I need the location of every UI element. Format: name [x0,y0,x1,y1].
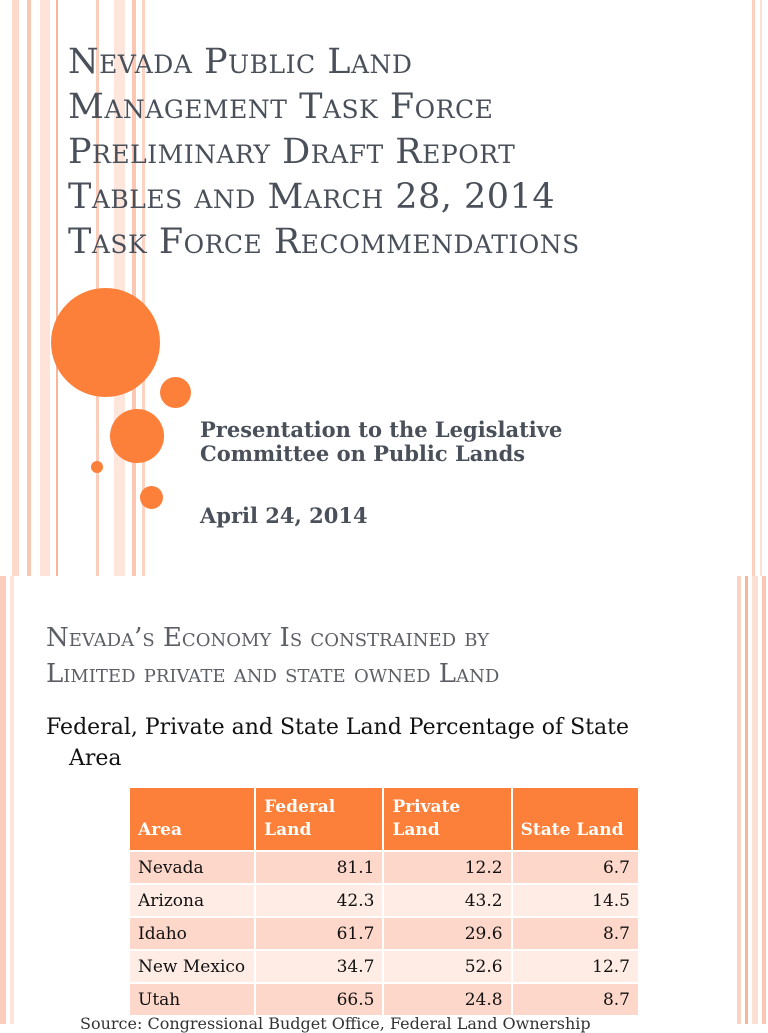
title-line: Nevada Public Land [68,42,413,82]
table-row: Arizona 42.3 43.2 14.5 [127,883,641,918]
title-line: Tables and March 28, 2014 [68,177,556,217]
cell-area: New Mexico [127,949,257,984]
cell-private: 52.6 [382,949,513,984]
slide-1: Nevada Public Land Management Task Force… [12,0,762,576]
cell-state: 14.5 [510,883,641,918]
decorative-circle-large [51,288,160,397]
decorative-stripe [132,0,136,576]
decorative-stripe [12,0,19,576]
decorative-stripe [760,0,762,576]
cell-private: 24.8 [382,982,513,1017]
decorative-stripe [752,0,755,576]
cell-state: 8.7 [510,916,641,951]
decorative-stripe [762,576,766,1024]
cell-federal: 61.7 [254,916,385,951]
decorative-stripe [10,576,14,1024]
decorative-stripe [752,576,758,1024]
land-percentage-table: Area Federal Land Private Land State Lan… [127,786,641,1017]
title-line: Preliminary Draft Report [68,132,516,172]
decorative-circle-small [91,461,103,473]
slide-1-subtitle: Presentation to the Legislative Committe… [200,418,562,466]
table-row: Nevada 81.1 12.2 6.7 [127,850,641,885]
cell-state: 6.7 [510,850,641,885]
slide-1-title: Nevada Public Land Management Task Force… [68,40,748,265]
cell-area: Nevada [127,850,257,885]
title-line: Nevada’s Economy Is constrained by [46,623,490,653]
decorative-circle [140,486,163,509]
column-header-private: Private Land [382,786,513,852]
table-row: Utah 66.5 24.8 8.7 [127,982,641,1017]
decorative-stripe [142,0,145,576]
table-heading: Federal, Private and State Land Percenta… [46,715,629,771]
cell-state: 12.7 [510,949,641,984]
column-header-area: Area [127,786,257,852]
decorative-stripe [745,576,748,1024]
cell-state: 8.7 [510,982,641,1017]
decorative-stripe [40,0,50,576]
cell-area: Arizona [127,883,257,918]
decorative-stripe [56,0,58,576]
column-header-state: State Land [510,786,641,852]
title-line: Limited private and state owned Land [46,659,500,689]
decorative-circle [160,377,191,408]
cell-federal: 66.5 [254,982,385,1017]
title-line: Task Force Recommendations [68,222,580,262]
table-row: Idaho 61.7 29.6 8.7 [127,916,641,951]
decorative-circle [110,409,164,463]
cell-private: 29.6 [382,916,513,951]
cell-federal: 42.3 [254,883,385,918]
cell-area: Idaho [127,916,257,951]
decorative-stripe [737,576,741,1024]
table-header-row: Area Federal Land Private Land State Lan… [127,786,641,852]
table-row: New Mexico 34.7 52.6 12.7 [127,949,641,984]
decorative-stripe [114,0,125,576]
cell-federal: 81.1 [254,850,385,885]
subtitle-line: Committee on Public Lands [200,441,526,466]
cell-federal: 34.7 [254,949,385,984]
decorative-stripe [27,0,31,576]
title-line: Management Task Force [68,87,494,127]
cell-private: 43.2 [382,883,513,918]
presentation-date: April 24, 2014 [200,503,368,528]
decorative-stripe [0,576,6,1024]
column-header-federal: Federal Land [254,786,385,852]
subtitle-line: Presentation to the Legislative [200,417,563,442]
cell-private: 12.2 [382,850,513,885]
cell-area: Utah [127,982,257,1017]
slide-2-title: Nevada’s Economy Is constrained by Limit… [46,620,499,692]
